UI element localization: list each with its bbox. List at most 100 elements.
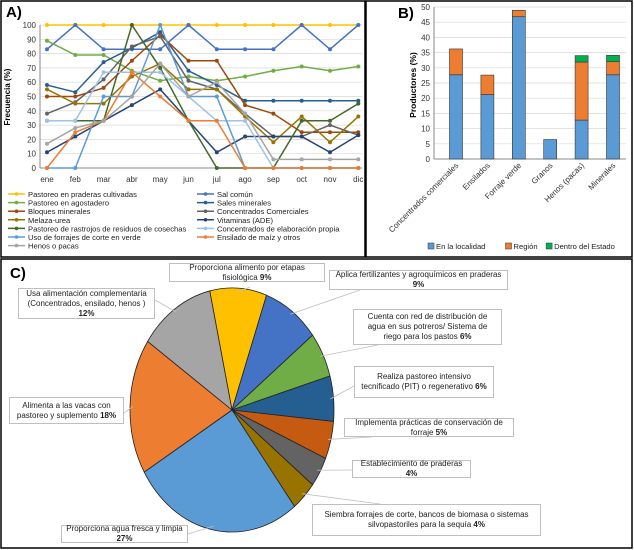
x-tick-label: mar xyxy=(97,175,111,184)
series-line xyxy=(46,62,359,161)
panel-label-c: C) xyxy=(10,265,26,282)
legend-label: Pastoreo en praderas cultivadas xyxy=(28,190,137,199)
data-point xyxy=(356,101,361,106)
data-point xyxy=(45,94,49,99)
pie-label: Establecimiento de praderas 4% xyxy=(352,459,471,478)
y-tick-label: 40 xyxy=(27,107,36,116)
pie-label-pct: 18% xyxy=(100,410,117,420)
y-tick-label: 40 xyxy=(421,33,430,42)
pie-label-pct: 4% xyxy=(473,520,485,529)
data-point xyxy=(73,125,78,130)
data-point xyxy=(356,23,361,27)
panel-c-border xyxy=(0,258,633,549)
data-point xyxy=(271,166,276,170)
legend-label: Concentrados de elaboración propia xyxy=(217,224,340,233)
data-point xyxy=(214,87,219,92)
data-point xyxy=(73,130,78,135)
data-point xyxy=(129,44,134,49)
data-point xyxy=(214,23,219,27)
legend-label: Pastoreo en agostadero xyxy=(28,199,109,208)
data-point xyxy=(299,157,304,162)
data-point xyxy=(158,78,163,83)
legend-marker xyxy=(14,226,19,231)
pie-label: Alimenta a las vacas con pastoreo y supl… xyxy=(9,397,124,424)
data-point xyxy=(271,68,276,73)
pie-label-pct: 6% xyxy=(459,332,472,341)
data-point xyxy=(73,94,78,99)
legend-marker xyxy=(203,235,208,239)
data-point xyxy=(356,114,361,119)
data-point xyxy=(243,98,248,103)
y-tick-label: 60 xyxy=(27,78,36,87)
data-point xyxy=(45,118,49,123)
y-tick-label: 100 xyxy=(23,21,37,30)
data-point xyxy=(101,94,106,99)
y-tick-label: 15 xyxy=(421,109,430,118)
series-line xyxy=(46,24,359,51)
leader-line xyxy=(290,289,361,315)
data-point xyxy=(214,166,219,170)
pie-label: Aplica fertilizantes y agroquímicos en p… xyxy=(329,270,508,290)
pie-slice xyxy=(147,290,233,411)
legend-label: Sal común xyxy=(217,190,253,199)
data-point xyxy=(73,90,78,95)
legend-label: Bloques minerales xyxy=(28,207,91,216)
pie-label-text: Implementa prácticas de conservación de … xyxy=(355,417,503,437)
data-point xyxy=(45,150,49,155)
pie-label-pct: 6% xyxy=(475,382,487,391)
legend-marker xyxy=(203,226,208,231)
data-point xyxy=(243,118,248,123)
data-point xyxy=(158,47,163,52)
data-point xyxy=(73,101,78,106)
legend-label: En la localidad xyxy=(436,242,485,251)
data-point xyxy=(271,111,276,116)
legend-marker xyxy=(14,209,19,213)
x-tick-label: nov xyxy=(324,175,337,184)
data-point xyxy=(214,118,219,123)
series-line xyxy=(46,62,359,144)
pie-label-pct: 27% xyxy=(116,534,133,543)
bar-segment xyxy=(574,55,589,63)
x-tick-label: sep xyxy=(267,175,280,184)
data-point xyxy=(186,78,191,83)
pie-label-pct: 4% xyxy=(405,469,418,478)
data-point xyxy=(45,141,49,146)
data-point xyxy=(158,94,163,99)
legend-label: Melaza-urea xyxy=(28,216,71,225)
bar-segment xyxy=(574,119,589,160)
legend-label: Concentrados Comerciales xyxy=(217,207,309,216)
data-point xyxy=(356,98,361,103)
data-point xyxy=(186,87,191,92)
legend-swatch xyxy=(545,242,553,250)
pie-label-text: Alimenta a las vacas con pastoreo y supl… xyxy=(16,400,117,420)
leader-line xyxy=(123,405,134,414)
legend-marker xyxy=(203,192,208,196)
x-tick-label: Ensilados xyxy=(461,161,492,192)
data-point xyxy=(45,166,49,170)
data-point xyxy=(73,134,78,139)
data-point xyxy=(243,103,248,108)
bar-segment xyxy=(606,55,620,63)
data-point xyxy=(271,134,276,139)
data-point xyxy=(186,58,191,63)
data-point xyxy=(243,47,248,52)
data-point xyxy=(214,150,219,155)
data-point xyxy=(186,118,191,123)
data-point xyxy=(328,118,332,123)
y-axis-title: Productores (%) xyxy=(408,52,418,118)
legend-marker xyxy=(203,200,208,205)
y-tick-label: 80 xyxy=(27,50,36,59)
data-point xyxy=(101,85,106,90)
data-point xyxy=(271,47,276,52)
legend-swatch xyxy=(505,242,512,250)
legend-label: Henos o pacas xyxy=(28,242,79,251)
data-point xyxy=(328,150,332,155)
data-point xyxy=(158,23,163,27)
data-point xyxy=(186,94,191,99)
data-point xyxy=(328,140,332,145)
series-line xyxy=(47,33,359,133)
pie-label-text: Usa alimentación complementaria (Concent… xyxy=(26,288,147,318)
bar-segment xyxy=(511,10,526,18)
x-tick-label: ene xyxy=(40,175,54,184)
pie-label-text: Aplica fertilizantes y agroquímicos en p… xyxy=(335,270,502,289)
